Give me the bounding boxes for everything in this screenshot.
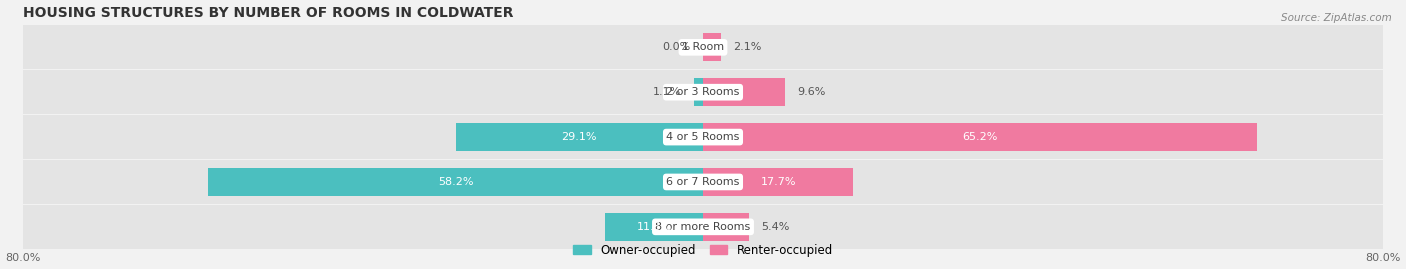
Bar <box>703 123 1257 151</box>
Text: 6 or 7 Rooms: 6 or 7 Rooms <box>666 177 740 187</box>
Bar <box>606 213 703 241</box>
Legend: Owner-occupied, Renter-occupied: Owner-occupied, Renter-occupied <box>568 239 838 261</box>
Text: 17.7%: 17.7% <box>761 177 796 187</box>
Bar <box>24 115 1382 159</box>
Bar <box>703 168 853 196</box>
Text: 58.2%: 58.2% <box>439 177 474 187</box>
Bar <box>24 205 1382 249</box>
Bar <box>693 78 703 106</box>
Text: 5.4%: 5.4% <box>762 222 790 232</box>
Text: Source: ZipAtlas.com: Source: ZipAtlas.com <box>1281 13 1392 23</box>
Text: 4 or 5 Rooms: 4 or 5 Rooms <box>666 132 740 142</box>
Bar <box>24 70 1382 114</box>
Bar <box>208 168 703 196</box>
Bar <box>703 78 785 106</box>
Text: 1 Room: 1 Room <box>682 42 724 52</box>
Bar <box>703 33 721 61</box>
Bar <box>24 25 1382 69</box>
Text: 11.5%: 11.5% <box>637 222 672 232</box>
Text: 9.6%: 9.6% <box>797 87 825 97</box>
Text: 2.1%: 2.1% <box>734 42 762 52</box>
Text: HOUSING STRUCTURES BY NUMBER OF ROOMS IN COLDWATER: HOUSING STRUCTURES BY NUMBER OF ROOMS IN… <box>24 6 513 20</box>
Text: 0.0%: 0.0% <box>662 42 690 52</box>
Bar <box>703 213 749 241</box>
Bar <box>24 160 1382 204</box>
Text: 2 or 3 Rooms: 2 or 3 Rooms <box>666 87 740 97</box>
Text: 1.1%: 1.1% <box>652 87 681 97</box>
Text: 8 or more Rooms: 8 or more Rooms <box>655 222 751 232</box>
Text: 65.2%: 65.2% <box>962 132 998 142</box>
Bar <box>456 123 703 151</box>
Text: 29.1%: 29.1% <box>561 132 598 142</box>
